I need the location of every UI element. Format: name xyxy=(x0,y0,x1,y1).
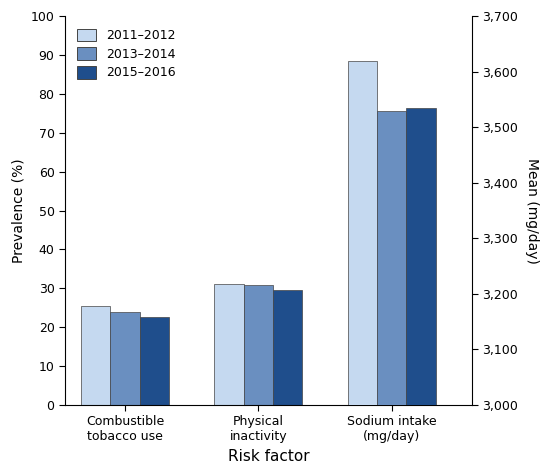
Y-axis label: Prevalence (%): Prevalence (%) xyxy=(11,158,25,263)
Legend: 2011–2012, 2013–2014, 2015–2016: 2011–2012, 2013–2014, 2015–2016 xyxy=(71,22,182,86)
Bar xyxy=(406,108,436,475)
Bar xyxy=(140,317,169,405)
Bar xyxy=(214,285,244,405)
X-axis label: Risk factor: Risk factor xyxy=(228,449,309,464)
Y-axis label: Mean (mg/day): Mean (mg/day) xyxy=(525,158,539,264)
Bar xyxy=(244,285,273,405)
Bar xyxy=(273,290,303,405)
Bar xyxy=(111,312,140,405)
Bar xyxy=(377,111,406,475)
Bar xyxy=(81,306,111,405)
Bar xyxy=(348,60,377,475)
